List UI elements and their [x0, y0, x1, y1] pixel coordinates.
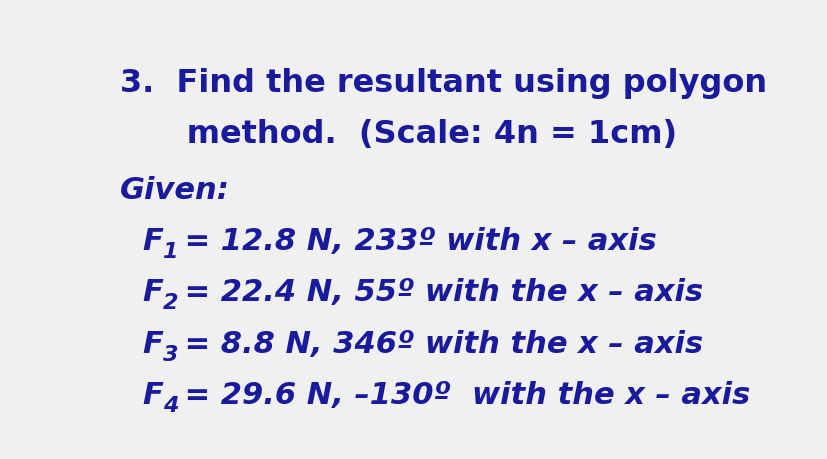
- Text: = 8.8 N, 346º with the x – axis: = 8.8 N, 346º with the x – axis: [174, 329, 702, 358]
- Text: F: F: [142, 329, 163, 358]
- Text: method.  (Scale: 4n = 1cm): method. (Scale: 4n = 1cm): [119, 119, 676, 150]
- Text: = 29.6 N, –130º  with the x – axis: = 29.6 N, –130º with the x – axis: [174, 380, 749, 409]
- Text: 3: 3: [162, 344, 178, 364]
- Text: 2: 2: [162, 292, 178, 313]
- Text: F: F: [142, 226, 163, 255]
- Text: Given:: Given:: [119, 175, 229, 204]
- Text: = 22.4 N, 55º with the x – axis: = 22.4 N, 55º with the x – axis: [174, 278, 702, 307]
- Text: F: F: [142, 380, 163, 409]
- Text: = 12.8 N, 233º with x – axis: = 12.8 N, 233º with x – axis: [174, 226, 656, 255]
- Text: 1: 1: [162, 241, 178, 261]
- Text: 4: 4: [162, 395, 178, 415]
- Text: 3.  Find the resultant using polygon: 3. Find the resultant using polygon: [119, 67, 766, 98]
- Text: F: F: [142, 278, 163, 307]
